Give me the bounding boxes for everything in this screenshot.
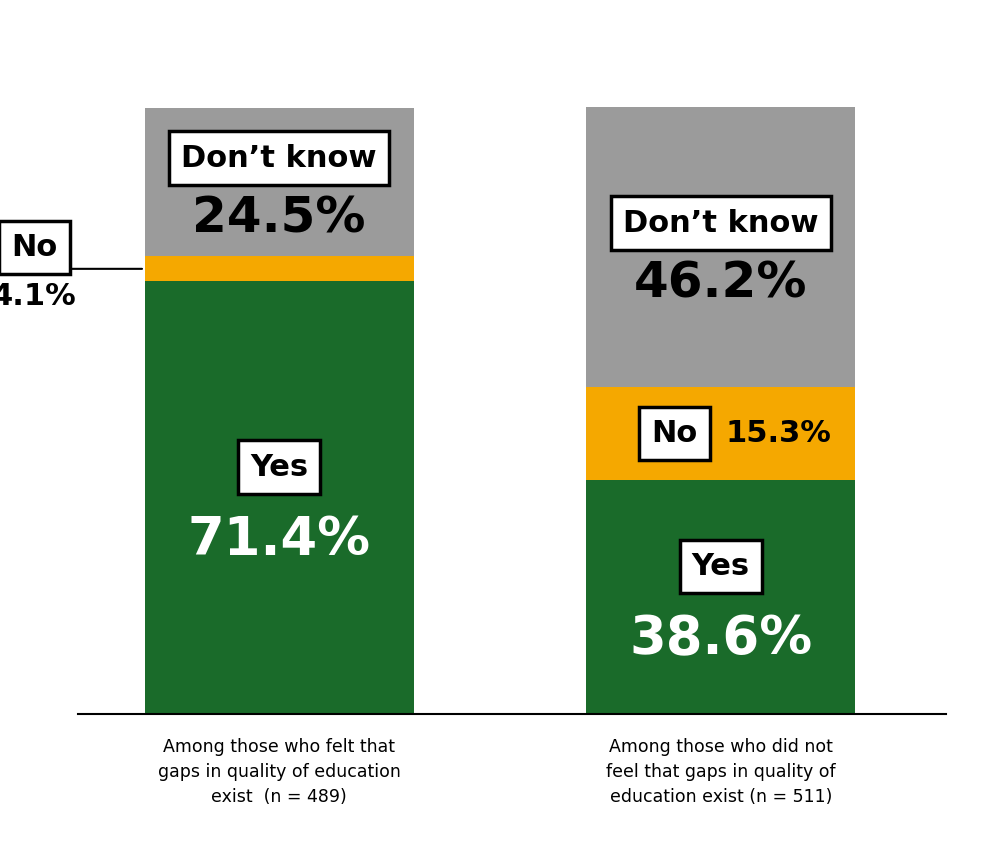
Text: 46.2%: 46.2% xyxy=(634,260,808,308)
Text: Don’t know: Don’t know xyxy=(623,208,819,238)
Bar xyxy=(586,480,855,714)
Text: Among those who did not
feel that gaps in quality of
education exist (n = 511): Among those who did not feel that gaps i… xyxy=(606,738,836,806)
Text: No: No xyxy=(652,419,698,448)
Bar xyxy=(145,108,414,257)
Text: Yes: Yes xyxy=(250,453,308,481)
Bar xyxy=(586,107,855,387)
Bar xyxy=(586,387,855,480)
Text: 15.3%: 15.3% xyxy=(725,419,831,448)
Text: Among those who felt that
gaps in quality of education
exist  (n = 489): Among those who felt that gaps in qualit… xyxy=(158,738,401,806)
Text: Don’t know: Don’t know xyxy=(181,143,377,173)
Text: 71.4%: 71.4% xyxy=(188,514,371,566)
Text: 24.5%: 24.5% xyxy=(192,194,366,243)
Bar xyxy=(145,257,414,282)
Text: No: No xyxy=(11,233,58,262)
Bar xyxy=(145,282,414,714)
Text: 38.6%: 38.6% xyxy=(629,613,812,665)
Text: Yes: Yes xyxy=(692,552,750,581)
Text: 4.1%: 4.1% xyxy=(0,282,77,310)
